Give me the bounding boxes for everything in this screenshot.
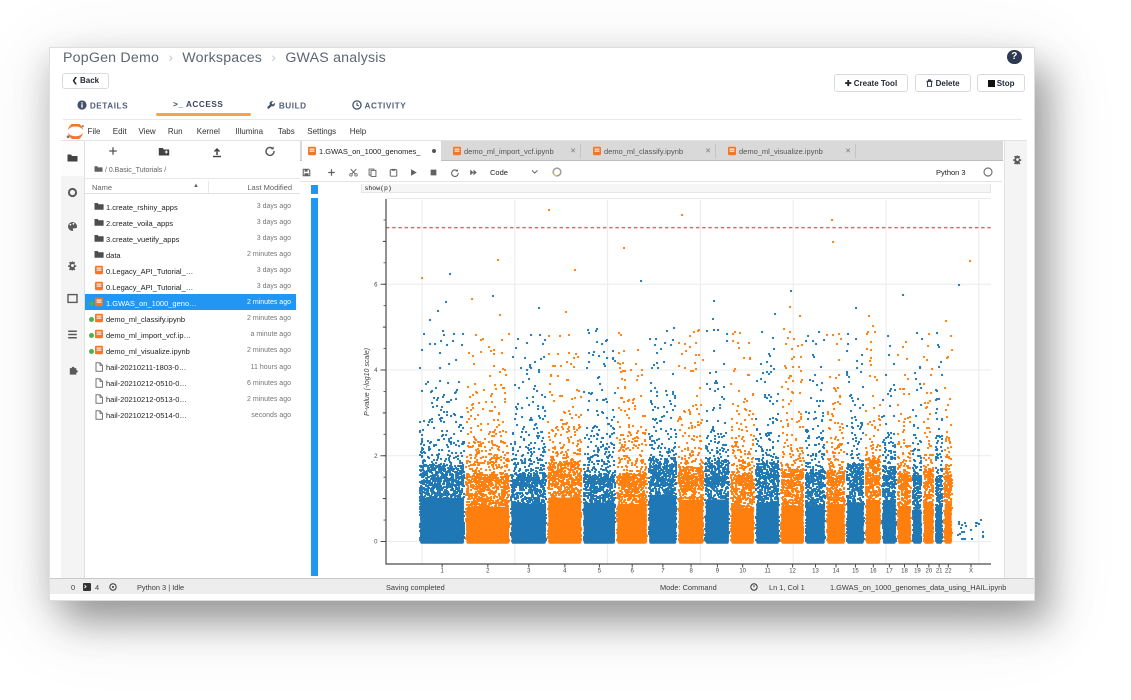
svg-text:21: 21: [936, 569, 943, 575]
svg-text:2: 2: [374, 454, 378, 460]
svg-text:18: 18: [901, 569, 908, 575]
svg-text:5: 5: [598, 569, 602, 575]
svg-text:0: 0: [374, 540, 378, 546]
svg-text:17: 17: [886, 569, 893, 575]
svg-text:15: 15: [852, 569, 859, 575]
svg-text:9: 9: [716, 569, 720, 575]
svg-text:1: 1: [440, 569, 444, 575]
svg-text:6: 6: [374, 282, 378, 288]
svg-text:8: 8: [689, 569, 693, 575]
svg-text:P-value (-log10 scale): P-value (-log10 scale): [364, 348, 371, 416]
svg-text:4: 4: [374, 368, 378, 374]
svg-text:12: 12: [789, 569, 796, 575]
svg-text:11: 11: [765, 569, 772, 575]
svg-text:20: 20: [926, 569, 933, 575]
svg-text:22: 22: [945, 569, 952, 575]
svg-text:14: 14: [833, 569, 840, 575]
svg-text:13: 13: [812, 569, 819, 575]
svg-text:3: 3: [527, 569, 531, 575]
svg-text:X: X: [969, 569, 973, 575]
svg-text:4: 4: [563, 569, 567, 575]
svg-text:6: 6: [631, 569, 635, 575]
svg-text:19: 19: [914, 569, 921, 575]
svg-text:16: 16: [870, 569, 877, 575]
svg-text:10: 10: [739, 569, 746, 575]
svg-text:2: 2: [486, 569, 490, 575]
svg-text:7: 7: [661, 569, 665, 575]
